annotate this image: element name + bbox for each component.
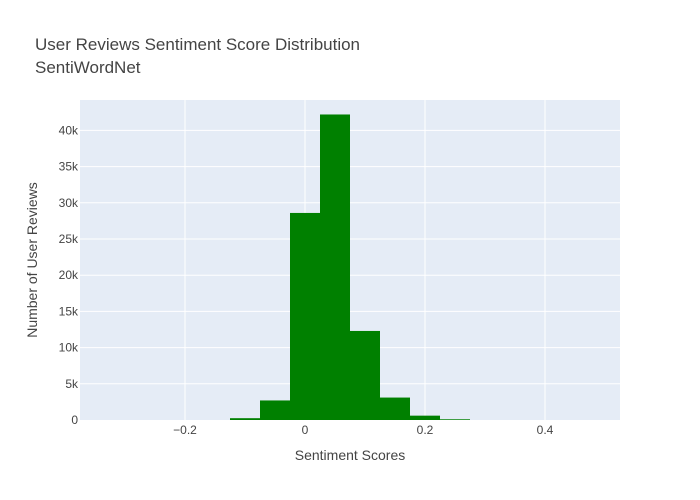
histogram-bar (380, 397, 410, 420)
y-tick-label: 0 (71, 413, 78, 427)
histogram-bar (230, 418, 260, 420)
x-tick-label: 0.2 (417, 423, 434, 437)
y-tick-label: 10k (59, 341, 79, 355)
y-tick-label: 20k (59, 268, 79, 282)
y-tick-label: 35k (59, 160, 79, 174)
y-tick-label: 40k (59, 123, 79, 137)
y-axis-title: Number of User Reviews (24, 182, 40, 338)
x-axis-title: Sentiment Scores (295, 447, 406, 463)
chart-subtitle: SentiWordNet (35, 58, 141, 77)
histogram-bar (350, 330, 380, 420)
y-tick-label: 30k (59, 196, 79, 210)
x-tick-label: 0 (302, 423, 309, 437)
y-tick-label: 25k (59, 232, 79, 246)
histogram-bar (440, 419, 470, 420)
histogram-bars (230, 114, 470, 420)
histogram-bar (260, 400, 290, 420)
x-tick-label: 0.4 (537, 423, 554, 437)
x-tick-label: −0.2 (173, 423, 197, 437)
y-tick-label: 5k (65, 377, 79, 391)
chart-title: User Reviews Sentiment Score Distributio… (35, 35, 360, 54)
x-axis-ticks: −0.2 0 0.2 0.4 (173, 423, 554, 437)
y-tick-label: 15k (59, 304, 79, 318)
y-axis-ticks: 0 5k 10k 15k 20k 25k 30k 35k 40k (59, 123, 79, 427)
histogram-bar (410, 415, 440, 420)
histogram-bar (320, 114, 350, 420)
histogram-bar (290, 212, 320, 420)
